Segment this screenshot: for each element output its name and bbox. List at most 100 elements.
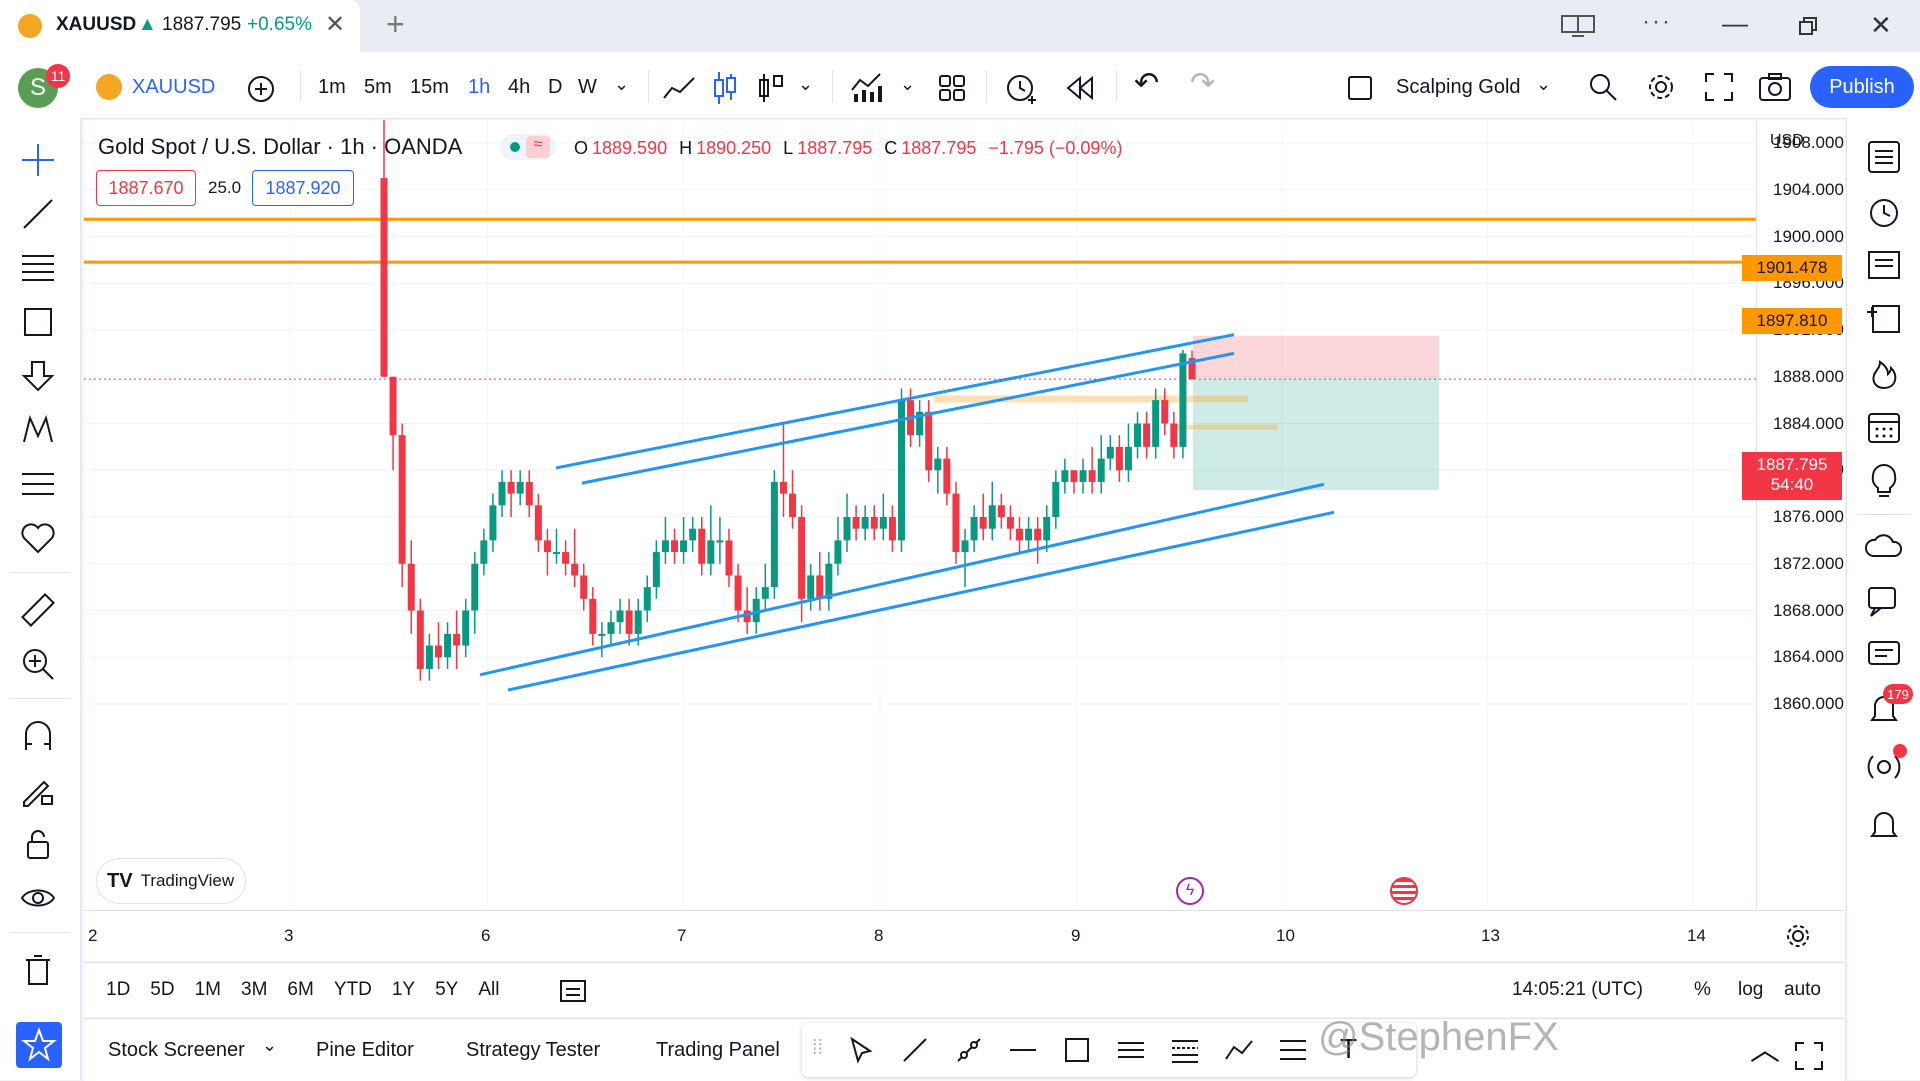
chevron-down-icon[interactable]: ⌄: [900, 74, 916, 94]
currency-selector[interactable]: USD: [1770, 132, 1804, 149]
regression-icon[interactable]: [1278, 1035, 1308, 1065]
monitor-icon[interactable]: [1560, 14, 1596, 38]
rectangle-tool-icon[interactable]: [1062, 1035, 1092, 1065]
restore-icon[interactable]: [1798, 16, 1818, 36]
axis-settings-gear-icon[interactable]: [1784, 922, 1812, 950]
tab-trading-panel[interactable]: Trading Panel: [656, 1039, 780, 1061]
messages-icon[interactable]: [1865, 636, 1903, 674]
interval-w[interactable]: W: [578, 76, 597, 98]
bar-style-icon[interactable]: [756, 70, 786, 106]
layout-checkbox[interactable]: [1348, 76, 1372, 100]
percent-toggle[interactable]: %: [1694, 979, 1711, 1000]
drag-handle-icon[interactable]: ⁞⁞: [812, 1037, 824, 1059]
date-range-icon[interactable]: [558, 977, 588, 1005]
price-axis[interactable]: [1756, 120, 1845, 910]
indicators-icon[interactable]: [850, 72, 884, 104]
chart-title[interactable]: Gold Spot / U.S. Dollar · 1h · OANDA: [98, 134, 463, 159]
tab-pine-editor[interactable]: Pine Editor: [316, 1039, 414, 1061]
interval-15m[interactable]: 15m: [410, 76, 449, 98]
path-tool-icon[interactable]: [1224, 1035, 1254, 1065]
cursor-arrow-icon[interactable]: [846, 1035, 876, 1065]
zoom-in-icon[interactable]: [20, 646, 56, 682]
ideas-lightbulb-icon[interactable]: [1865, 462, 1903, 500]
ray-tool-icon[interactable]: [954, 1035, 984, 1065]
pattern-icon[interactable]: [20, 412, 56, 448]
symbol-search-button[interactable]: XAUUSD: [132, 76, 216, 98]
forecast-icon[interactable]: [20, 466, 56, 502]
time-axis[interactable]: [84, 910, 1844, 961]
hotlist-fire-icon[interactable]: [1865, 354, 1903, 392]
compare-add-icon[interactable]: [246, 74, 276, 104]
search-icon[interactable]: [1588, 72, 1618, 102]
favorites-button[interactable]: [16, 1022, 62, 1068]
interval-4h[interactable]: 4h: [508, 76, 531, 98]
fib-retracement-icon[interactable]: [20, 250, 56, 286]
new-tab-icon[interactable]: +: [386, 6, 405, 42]
tab-strategy-tester[interactable]: Strategy Tester: [466, 1039, 601, 1061]
layout-name-button[interactable]: Scalping Gold: [1396, 76, 1521, 98]
bell-help-icon[interactable]: [1865, 806, 1903, 844]
publish-button[interactable]: Publish: [1810, 66, 1914, 108]
watchlist-icon[interactable]: [1865, 138, 1903, 176]
pencil-lock-icon[interactable]: [20, 772, 56, 808]
chats-icon[interactable]: [1865, 582, 1903, 620]
magnet-icon[interactable]: [20, 718, 56, 754]
rectangle-icon[interactable]: [20, 304, 56, 340]
candles-icon[interactable]: [710, 70, 740, 106]
text-tool-icon[interactable]: T: [1340, 1033, 1358, 1064]
undo-icon[interactable]: ↶: [1134, 67, 1160, 100]
alert-clock-icon[interactable]: [1004, 70, 1040, 106]
log-toggle[interactable]: log: [1738, 979, 1764, 1000]
line-chart-icon[interactable]: [662, 74, 696, 104]
data-window-icon[interactable]: [1865, 300, 1903, 338]
sell-price-button[interactable]: 1887.670: [96, 170, 196, 206]
gear-icon[interactable]: [1646, 72, 1676, 102]
collapse-panel-icon[interactable]: ︿: [1750, 1034, 1780, 1067]
range-6m[interactable]: 6M: [287, 979, 314, 1000]
replay-icon[interactable]: [1066, 76, 1098, 100]
price-chart[interactable]: [84, 120, 1844, 960]
arrow-down-icon[interactable]: [20, 358, 56, 394]
interval-1h[interactable]: 1h: [468, 76, 491, 98]
range-ytd[interactable]: YTD: [333, 979, 372, 1000]
buy-price-button[interactable]: 1887.920: [252, 170, 354, 206]
us-flag-event-icon[interactable]: [1390, 877, 1418, 905]
trash-icon[interactable]: [20, 952, 56, 988]
chevron-down-icon[interactable]: ⌄: [262, 1035, 278, 1055]
interval-5m[interactable]: 5m: [364, 76, 392, 98]
chevron-down-icon[interactable]: ⌄: [798, 74, 814, 94]
range-5y[interactable]: 5Y: [435, 979, 459, 1000]
templates-icon[interactable]: [938, 74, 966, 102]
chevron-down-icon[interactable]: ⌄: [1536, 74, 1552, 94]
range-1d[interactable]: 1D: [106, 979, 131, 1000]
range-all[interactable]: All: [478, 979, 500, 1000]
horizontal-line-icon[interactable]: [1008, 1035, 1038, 1065]
interval-d[interactable]: D: [548, 76, 563, 98]
interval-1m[interactable]: 1m: [318, 76, 346, 98]
chat-cloud-icon[interactable]: [1865, 528, 1903, 566]
close-window-icon[interactable]: ✕: [1870, 10, 1892, 40]
fib-tool-icon[interactable]: [1170, 1035, 1200, 1065]
redo-icon[interactable]: ↷: [1190, 67, 1216, 100]
heart-icon[interactable]: [20, 520, 56, 556]
tab-stock-screener[interactable]: Stock Screener: [108, 1039, 245, 1061]
fullscreen-icon[interactable]: [1704, 72, 1734, 102]
trend-line-icon[interactable]: [20, 196, 56, 232]
range-1y[interactable]: 1Y: [391, 979, 416, 1000]
range-3m[interactable]: 3M: [241, 979, 268, 1000]
line-tool-icon[interactable]: [900, 1035, 930, 1065]
auto-toggle[interactable]: auto: [1784, 979, 1821, 1000]
stream-icon[interactable]: [1865, 748, 1903, 786]
eye-icon[interactable]: [20, 880, 56, 916]
chevron-down-icon[interactable]: ⌄: [614, 74, 630, 94]
ruler-icon[interactable]: [20, 592, 56, 628]
lock-icon[interactable]: [20, 826, 56, 862]
maximize-panel-icon[interactable]: [1794, 1041, 1824, 1071]
range-1m[interactable]: 1M: [194, 979, 221, 1000]
calendar-icon[interactable]: [1865, 408, 1903, 446]
utc-clock[interactable]: 14:05:21 (UTC): [1512, 979, 1643, 1000]
range-5d[interactable]: 5D: [150, 979, 175, 1000]
alarm-clock-icon[interactable]: [1865, 192, 1903, 230]
close-tab-icon[interactable]: ✕: [325, 11, 346, 38]
news-icon[interactable]: [1865, 246, 1903, 284]
